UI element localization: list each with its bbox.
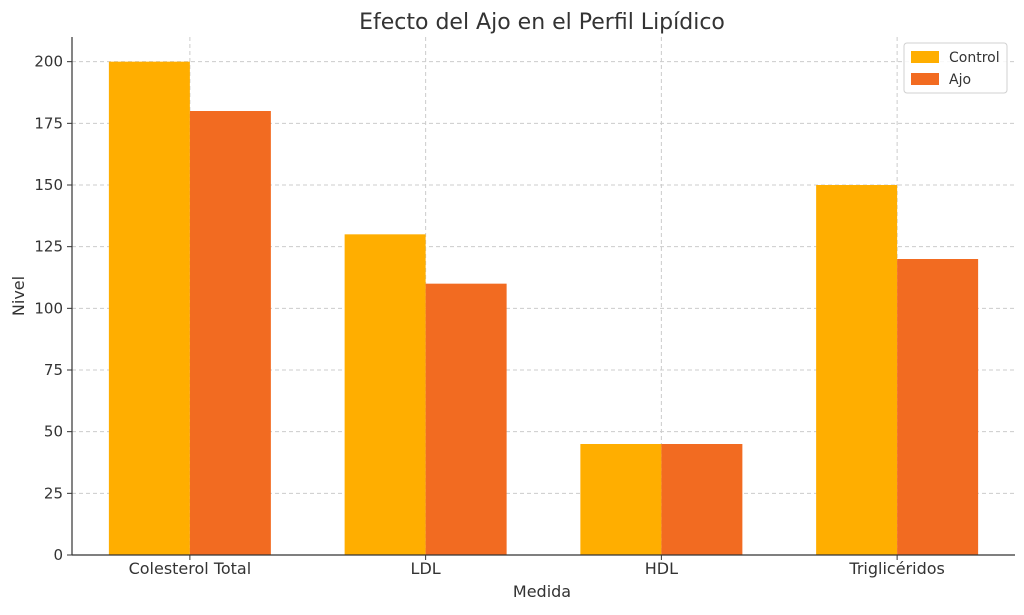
x-tick-label: HDL: [645, 559, 678, 578]
chart-title: Efecto del Ajo en el Perfil Lipídico: [359, 10, 725, 35]
bar-control-1: [108, 61, 190, 556]
y-tick-label: 25: [44, 484, 63, 502]
legend-swatch-control: [911, 51, 939, 63]
bar-ajo-4: [897, 259, 979, 555]
y-tick-label: 200: [34, 53, 63, 71]
y-axis-label: Nivel: [9, 276, 28, 316]
y-tick-label: 125: [34, 238, 63, 256]
legend-label-control: Control: [949, 50, 1000, 66]
y-tick-label: 0: [53, 546, 63, 564]
x-tick-label: LDL: [411, 559, 441, 578]
y-tick-label: 100: [34, 299, 63, 317]
bar-ajo-1: [189, 111, 271, 555]
x-tick-label: Triglicéridos: [848, 559, 944, 578]
bar-ajo-2: [425, 283, 507, 555]
legend-swatch-ajo: [911, 73, 939, 85]
x-tick-label: Colesterol Total: [129, 559, 252, 578]
bar-ajo-3: [661, 444, 743, 555]
bars-layer: [108, 61, 979, 556]
bar-control-4: [816, 185, 898, 555]
bar-control-3: [580, 444, 662, 555]
legend-label-ajo: Ajo: [949, 72, 971, 88]
y-tick-label: 150: [34, 176, 63, 194]
x-axis-label: Medida: [513, 582, 571, 601]
y-tick-label: 50: [44, 423, 63, 441]
y-tick-label: 75: [44, 361, 63, 379]
axes-layer: 0 25 50 75 100 125 150 175 200 Colesterol Total LD…: [34, 37, 1015, 578]
y-tick-label: 175: [34, 114, 63, 132]
legend: Control Ajo: [903, 42, 1008, 94]
bar-control-2: [344, 234, 426, 556]
